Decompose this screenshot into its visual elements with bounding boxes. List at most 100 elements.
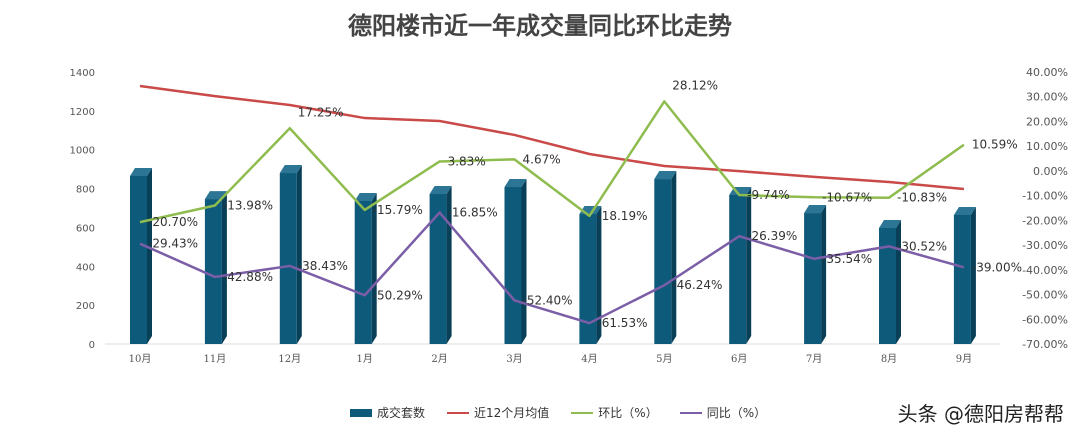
data-label: -29.43% [148,237,198,251]
bar-top [804,205,827,214]
legend-item-avg: 近12个月均值 [447,404,549,421]
legend-swatch [571,411,594,414]
data-label: -35.54% [822,252,872,266]
bar-side [746,186,752,344]
bar [204,199,222,344]
legend-label: 成交套数 [377,406,426,420]
left-tick-label: 400 [76,262,95,273]
x-tick-label: 6月 [731,353,747,365]
bar-top [879,220,901,229]
chart-title: 德阳楼市近一年成交量同比环比走势 [348,12,732,40]
bar-side [147,167,152,344]
data-label: -50.29% [373,288,423,302]
bar-top [354,193,377,202]
x-tick-label: 8月 [881,353,897,365]
bar [130,175,147,344]
right-tick-label: -30.00% [1022,239,1068,252]
bar [804,213,822,344]
series-line-2 [139,100,965,224]
bar [879,228,896,344]
data-label: -52.40% [523,293,573,307]
left-tick-label: 1400 [70,68,95,79]
data-label: -10.83% [897,191,947,205]
x-tick-label: 11月 [204,353,227,365]
left-tick-label: 200 [76,301,95,312]
data-label: 4.67% [523,152,561,166]
bar-top [429,186,452,195]
bar-side [896,220,901,344]
bar-top [953,206,976,215]
right-tick-label: -70.00% [1022,338,1068,351]
right-tick-label: -60.00% [1022,313,1068,326]
watermark: 头条 @德阳房帮帮 [897,402,1064,426]
bar [354,201,372,344]
x-tick-label: 5月 [656,353,672,365]
bar-side [221,191,227,344]
data-label: -38.43% [298,259,348,273]
legend-item-bar: 成交套数 [350,404,425,421]
data-label: -26.39% [747,229,797,243]
legend-swatch [447,411,470,414]
bar [953,214,971,344]
bar-side [371,193,377,344]
legend-item-mom: 环比（%） [571,404,658,421]
right-tick-label: -10.00% [1022,190,1068,203]
legend-swatch [679,411,702,414]
bar-side [821,205,827,344]
right-tick-label: 0.00% [1033,165,1068,178]
bar-side [970,206,976,344]
series-line-3 [139,211,965,325]
bar [504,187,522,344]
bar-top [279,165,302,174]
bar [579,214,597,344]
data-label: -61.53% [597,316,647,330]
right-tick-label: -40.00% [1022,264,1068,277]
legend-label: 环比（%） [598,406,658,420]
data-label: -9.74% [747,188,789,202]
bar-side [596,206,602,344]
bar [729,194,747,344]
right-tick-label: -50.00% [1022,289,1068,302]
data-label: 28.12% [672,78,718,92]
bar-side [296,165,302,344]
x-tick-label: 2月 [431,353,447,365]
legend-swatch [350,408,372,417]
x-tick-label: 4月 [581,353,597,365]
bar [279,173,297,344]
x-tick-label: 9月 [956,353,972,365]
data-label: -10.67% [822,190,872,204]
legend: 成交套数 近12个月均值 环比（%） 同比（%） [350,404,766,421]
left-tick-label: 800 [76,185,95,196]
data-label: -18.19% [597,209,647,223]
left-tick-label: 0 [89,340,95,351]
legend-label: 近12个月均值 [474,406,550,420]
right-tick-label: 10.00% [1026,140,1068,153]
bar-side [671,171,677,344]
data-label: -39.00% [972,260,1022,274]
bar-top [654,171,677,180]
right-tick-label: 40.00% [1026,66,1068,79]
x-tick-label: 1月 [357,353,373,365]
bar [429,194,447,344]
legend-label: 同比（%） [706,406,767,420]
bar-side [521,179,527,344]
data-label: -16.85% [448,206,498,220]
data-label: 10.59% [972,138,1018,152]
bar-top [130,167,152,176]
left-tick-label: 1200 [70,107,95,118]
data-label: -13.98% [223,198,273,212]
data-label: 17.25% [298,105,344,119]
data-label: -20.70% [148,215,198,229]
left-tick-label: 600 [76,223,95,234]
data-label: -42.88% [223,270,273,284]
series-line-1 [139,84,965,191]
x-tick-label: 7月 [806,353,822,365]
data-label: 3.83% [448,154,486,168]
x-tick-label: 10月 [129,353,152,365]
x-tick-label: 3月 [506,353,522,365]
data-label: -15.79% [373,203,423,217]
data-label: -30.52% [897,239,947,253]
legend-item-yoy: 同比（%） [679,404,767,421]
